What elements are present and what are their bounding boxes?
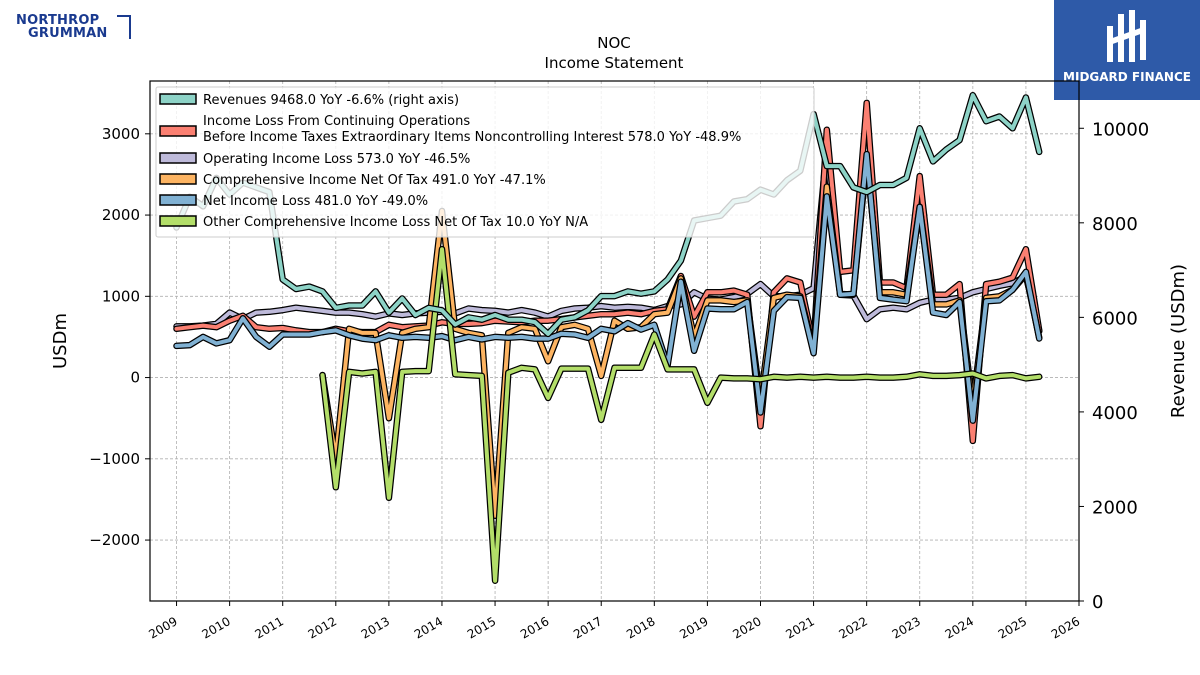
series-line-operating (174, 145, 1042, 334)
x-axis: 2009 2010 2011 2012 2013 2014 2015 2016 2017 2018… (146, 601, 1082, 642)
x-tick-label: 2016 (518, 614, 551, 641)
legend: Revenues 9468.0 YoY -6.6% (right axis) I… (155, 86, 815, 238)
legend-swatch-revenues (159, 93, 197, 105)
x-tick-label: 2022 (837, 614, 870, 641)
x-tick-label: 2010 (199, 614, 232, 641)
x-tick-label: 2026 (1049, 614, 1082, 641)
legend-swatch-oci (159, 215, 197, 227)
legend-label-revenues: Revenues 9468.0 YoY -6.6% (right axis) (203, 93, 459, 108)
y-right-tick-label: 4000 (1092, 403, 1138, 424)
y-tick-label: 0 (130, 369, 140, 387)
legend-label-pretax-line2: Before Income Taxes Extraordinary Items … (203, 130, 741, 145)
logo-bracket-side (129, 15, 131, 39)
y-right-tick-label: 2000 (1092, 497, 1138, 518)
y-right-tick-label: 6000 (1092, 308, 1138, 329)
x-tick-label: 2014 (412, 614, 445, 641)
chart-subtitle: Income Statement (545, 54, 684, 72)
logo-bracket-top (117, 15, 131, 17)
x-tick-label: 2021 (783, 614, 816, 641)
x-tick-label: 2018 (624, 614, 657, 641)
y-right-tick-label: 0 (1092, 592, 1103, 613)
x-tick-label: 2025 (996, 614, 1029, 641)
x-tick-label: 2019 (677, 614, 710, 641)
midgard-finance-logo: MIDGARD FINANCE (1054, 0, 1200, 100)
y-tick-label: −1000 (89, 450, 140, 468)
legend-label-oci: Other Comprehensive Income Loss Net Of T… (203, 215, 588, 230)
legend-swatch-net (159, 194, 197, 206)
y-axis-right: 0 2000 4000 6000 8000 10000 (1079, 119, 1149, 613)
legend-box (155, 86, 815, 238)
legend-label-pretax-line1: Income Loss From Continuing Operations (203, 114, 470, 129)
legend-label-net: Net Income Loss 481.0 YoY -49.0% (203, 194, 428, 209)
plot-frame (149, 80, 1080, 602)
midgard-mark-icon (1107, 10, 1146, 62)
legend-swatch-operating (159, 152, 197, 164)
series-lines (173, 91, 1043, 584)
y-tick-label: 2000 (102, 206, 140, 224)
y-tick-label: 3000 (102, 125, 140, 143)
midgard-finance-name: MIDGARD FINANCE (1063, 70, 1191, 84)
x-tick-label: 2012 (306, 614, 339, 641)
x-tick-label: 2024 (943, 614, 976, 641)
northrop-grumman-logo: NORTHROP GRUMMAN (14, 12, 134, 44)
logo-line-1: NORTHROP (16, 13, 100, 28)
legend-swatch-pretax (159, 125, 197, 137)
series-line-oci (320, 247, 1042, 583)
x-tick-label: 2023 (890, 614, 923, 641)
y-right-tick-label: 8000 (1092, 214, 1138, 235)
y-tick-label: 1000 (102, 287, 140, 305)
logo-line-2: GRUMMAN (28, 26, 108, 41)
legend-swatch-comprehensive (159, 173, 197, 185)
x-tick-label: 2011 (253, 614, 286, 641)
y-tick-label: −2000 (89, 531, 140, 549)
series-line-net (174, 152, 1042, 423)
x-tick-label: 2009 (146, 614, 179, 641)
x-tick-label: 2013 (359, 614, 392, 641)
x-tick-label: 2020 (730, 614, 763, 641)
y-right-tick-label: 10000 (1092, 119, 1149, 140)
series-line-revenues (174, 93, 1042, 336)
x-tick-label: 2017 (571, 614, 604, 641)
legend-label-comprehensive: Comprehensive Income Net Of Tax 491.0 Yo… (203, 173, 546, 188)
chart-title: NOC (597, 34, 631, 52)
y-axis-right-label: Revenue (USDm) (1168, 264, 1189, 418)
y-axis-label: USDm (50, 313, 71, 369)
x-tick-label: 2015 (465, 614, 498, 641)
y-axis-left: −2000 −1000 0 1000 2000 3000 (89, 125, 150, 549)
legend-label-operating: Operating Income Loss 573.0 YoY -46.5% (203, 152, 470, 167)
